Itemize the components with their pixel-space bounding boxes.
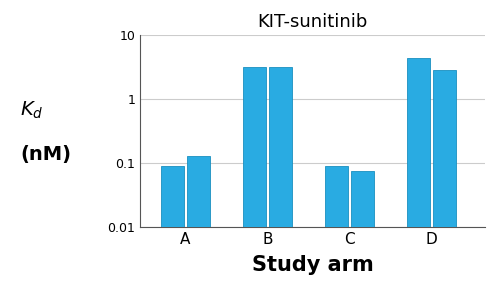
Bar	[160, 166, 184, 291]
Bar	[325, 166, 348, 291]
Bar	[269, 67, 292, 291]
Bar	[351, 171, 374, 291]
X-axis label: Study arm: Study arm	[252, 255, 374, 275]
Bar	[433, 70, 456, 291]
Bar	[187, 156, 210, 291]
Title: KIT-sunitinib: KIT-sunitinib	[258, 13, 368, 31]
Text: (nM): (nM)	[20, 145, 71, 164]
Text: $K_d$: $K_d$	[20, 100, 44, 121]
Bar	[242, 67, 266, 291]
Bar	[407, 58, 430, 291]
